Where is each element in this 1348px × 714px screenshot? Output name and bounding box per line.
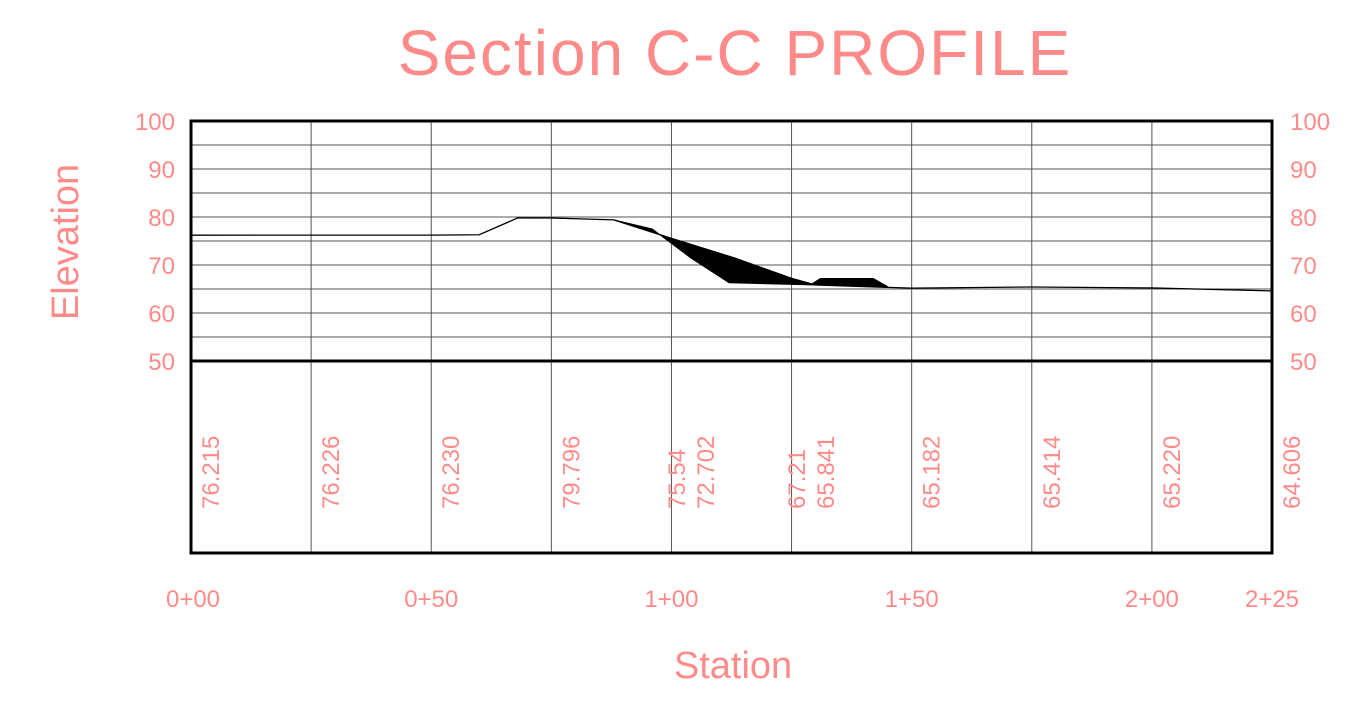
frame-layer: [189, 119, 1274, 555]
elevation-label: 65.414: [1039, 436, 1066, 509]
elevation-label: 65.841: [813, 436, 840, 509]
x-tick-label: 1+00: [644, 586, 698, 613]
elevation-label: 76.215: [198, 436, 225, 509]
y-tick-label-right: 100: [1290, 109, 1330, 136]
profile-line: [190, 217, 1273, 292]
y-tick-label-right: 60: [1290, 301, 1317, 328]
elevation-label: 65.182: [919, 436, 946, 509]
y-tick-label-left: 100: [135, 109, 175, 136]
label-layer: 76.215 76.226 76.230 79.796 75.54 72.702 67.21…: [198, 436, 1306, 509]
frame-box: [189, 119, 1274, 555]
elevation-label: 65.220: [1159, 436, 1186, 509]
elevation-label: 79.796: [558, 436, 585, 509]
x-tick-label: 1+50: [885, 586, 939, 613]
y-tick-label-right: 50: [1290, 349, 1317, 376]
x-tick-label: 0+00: [166, 586, 220, 613]
elevation-label: 76.230: [438, 436, 465, 509]
y-tick-label-right: 80: [1290, 205, 1317, 232]
chart-title: Section C-C PROFILE: [398, 17, 1073, 89]
y-tick-label-right: 70: [1290, 253, 1317, 280]
y-tick-label-left: 60: [148, 301, 175, 328]
y-tick-label-right: 90: [1290, 157, 1317, 184]
elevation-label: 72.702: [693, 436, 720, 509]
x-tick-label: 2+00: [1125, 586, 1179, 613]
shade-layer: [613, 219, 888, 288]
line-layer: [190, 217, 1273, 292]
elevation-label: 67.21: [784, 449, 811, 509]
x-tick-label: 2+25: [1245, 586, 1299, 613]
elevation-label: 64.606: [1279, 436, 1306, 509]
elevation-label: 76.226: [318, 436, 345, 509]
y-tick-label-left: 50: [148, 349, 175, 376]
tick-layer: 50 50 60 60 70 70 80 80 90 90 100 100 0+00 0+50 1+00 1+…: [135, 109, 1330, 613]
grid-layer: [191, 121, 1272, 553]
y-tick-label-left: 80: [148, 205, 175, 232]
x-axis-title: Station: [674, 645, 792, 687]
y-tick-label-left: 70: [148, 253, 175, 280]
x-tick-label: 0+50: [404, 586, 458, 613]
y-tick-label-left: 90: [148, 157, 175, 184]
y-axis-title: Elevation: [45, 164, 87, 320]
elevation-label: 75.54: [664, 449, 691, 509]
